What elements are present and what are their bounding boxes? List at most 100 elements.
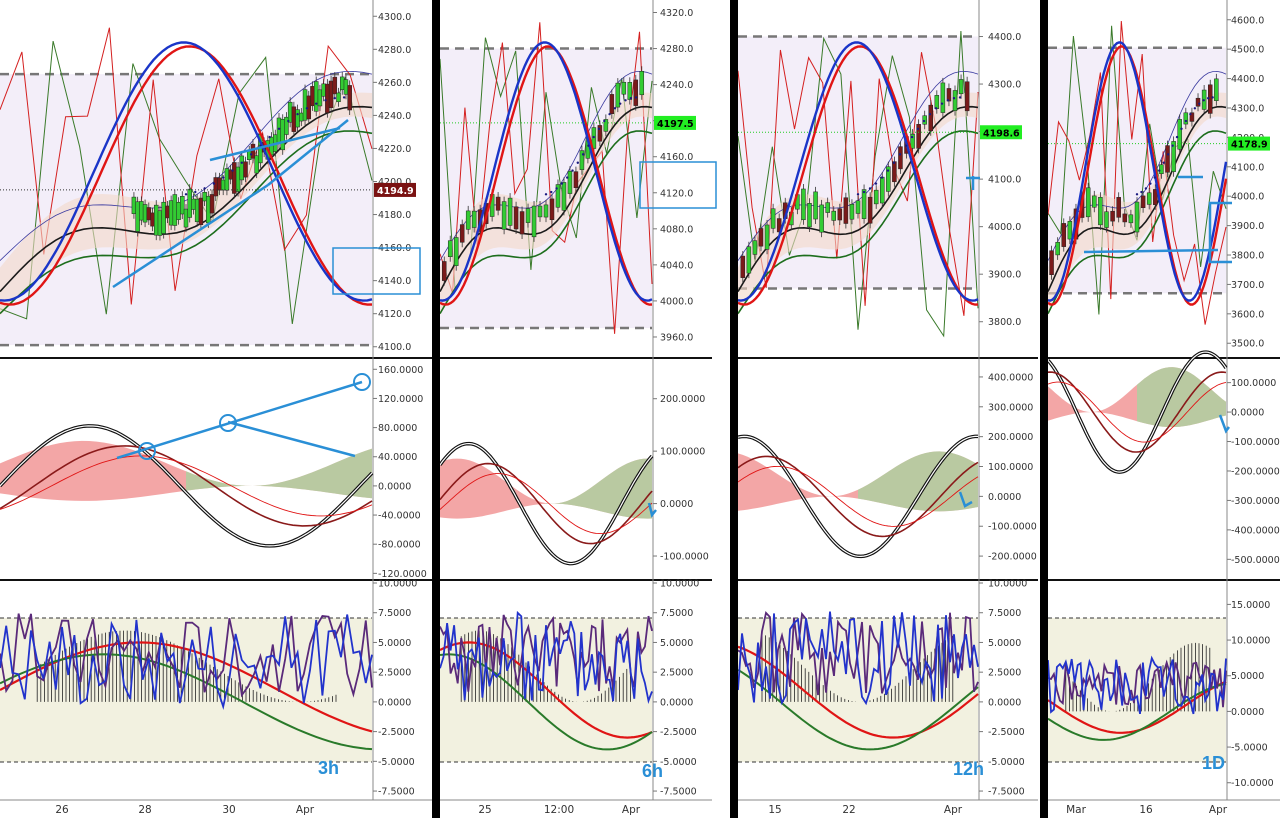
x-axis-label: 15 — [768, 804, 781, 816]
price-axis-label: 3800.0 — [988, 317, 1021, 328]
macd-histogram-green — [186, 448, 372, 499]
psar-dot — [603, 119, 606, 123]
candle-body — [336, 92, 341, 103]
psar-dot — [277, 127, 281, 130]
psar-dot — [287, 119, 290, 123]
panel-3h-svg[interactable]: 4300.0 4280.0 4260.0 4240.0 4220.0 4200.0 4180… — [0, 0, 432, 818]
candle-body — [940, 82, 946, 113]
candle-body — [579, 150, 585, 170]
candle-body — [603, 119, 609, 132]
macd-axis-label: 100.0000 — [988, 462, 1033, 473]
psar-dot — [629, 97, 632, 100]
psar-dot — [315, 102, 318, 105]
candle-body — [867, 196, 873, 224]
psar-dot — [184, 193, 188, 196]
panel-3h: 4300.0 4280.0 4260.0 4240.0 4220.0 4200.0 4180… — [0, 0, 432, 818]
candle-body — [165, 205, 170, 219]
macd-axis-label: -200.0000 — [1231, 466, 1280, 477]
x-axis-label: 25 — [478, 804, 491, 816]
candle-body — [934, 95, 940, 109]
stoch-band — [0, 618, 372, 762]
candle-body — [183, 208, 189, 228]
lower-band-line — [0, 130, 373, 315]
box-annotation — [332, 247, 421, 295]
price-axis-label: 4400.0 — [988, 32, 1021, 43]
candle-body — [135, 201, 140, 232]
psar-dot — [249, 153, 253, 156]
price-axis-label: 4280.0 — [660, 44, 693, 55]
candle-body — [495, 196, 501, 211]
price-axis-label: 3700.0 — [1231, 280, 1264, 291]
current-price-tag-bg — [654, 115, 696, 130]
psar-dot — [1202, 99, 1205, 102]
candle-body — [453, 237, 459, 266]
panel-1d-svg[interactable]: 4600.04500.04400.04300.04200.04100.04000… — [1048, 0, 1280, 818]
candle-body — [627, 82, 633, 100]
price-axis-label: 4300.0 — [988, 80, 1021, 91]
price-axis-label: 3900.0 — [988, 270, 1021, 281]
psar-dot — [613, 107, 617, 110]
candle-body — [459, 224, 465, 243]
stoch-axis-label: 0.0000 — [378, 697, 411, 708]
stoch-axis-label: 2.5000 — [378, 668, 411, 679]
panel-6h-svg[interactable]: 4320.04280.04240.04200.04160.04120.04080… — [440, 0, 730, 818]
trendline-annotation — [209, 126, 341, 162]
candle-body — [280, 119, 285, 151]
candle-body — [764, 224, 770, 250]
candle-body — [964, 81, 970, 112]
candle-body — [1104, 211, 1109, 228]
macd-axis-label: 80.0000 — [378, 423, 417, 434]
current-price-tag-bg — [374, 182, 416, 197]
psar-dot — [194, 190, 197, 194]
x-axis-label: 26 — [55, 804, 69, 816]
candle-body — [1085, 187, 1091, 218]
panel-6h: 4320.04280.04240.04200.04160.04120.04080… — [440, 0, 730, 818]
psar-dot — [587, 144, 590, 147]
price-axis-label: 4200.0 — [378, 177, 411, 188]
macd-axis-label: 300.0000 — [988, 402, 1033, 413]
psar-dot — [1135, 193, 1139, 196]
price-axis-label: 4000.0 — [1231, 192, 1264, 203]
psar-dot — [1189, 112, 1192, 116]
candle-body — [328, 80, 334, 108]
candle-body — [291, 106, 297, 132]
panel-12h-svg[interactable]: 4400.04300.04200.04100.04000.03900.03800… — [738, 0, 1040, 818]
x-axis-label: 12:00 — [544, 804, 574, 816]
psar-dot — [597, 127, 601, 130]
macd-axis-label: -100.0000 — [988, 522, 1037, 533]
x-axis-label: Apr — [944, 804, 963, 816]
stoch-axis-label: 7.5000 — [378, 608, 411, 619]
candle-body — [831, 210, 836, 221]
macd-signal-thin — [738, 465, 979, 527]
psar-dot — [1171, 144, 1174, 147]
stoch-axis-label: 2.5000 — [988, 668, 1021, 679]
price-axis-label: 4400.0 — [1231, 74, 1264, 85]
x-axis-label: Mar — [1066, 804, 1086, 816]
candle-body — [813, 191, 818, 220]
candle-body — [886, 166, 891, 192]
stoch-blue-line — [440, 610, 653, 704]
candle-body — [519, 211, 525, 235]
timeframe-label: 3h — [318, 758, 340, 778]
x-axis-label: Apr — [622, 804, 641, 816]
price-osc-red-line — [0, 45, 373, 306]
price-axis-label: 4000.0 — [988, 222, 1021, 233]
price-axis-label: 4240.0 — [378, 111, 411, 122]
candle-body — [843, 197, 849, 224]
macd-axis-label: 40.0000 — [378, 452, 417, 463]
psar-dot — [333, 97, 336, 100]
psar-dot — [874, 182, 878, 185]
candle-body — [1122, 213, 1128, 223]
psar-dot — [922, 119, 926, 123]
psar-dot — [566, 176, 569, 179]
price-osc-red-line — [738, 45, 979, 306]
upper-band-line — [0, 70, 373, 261]
psar-dot — [576, 161, 579, 164]
stoch-axis-label: 0.0000 — [660, 697, 693, 708]
circle-annotation — [353, 373, 371, 391]
green-zigzag-line — [0, 40, 373, 324]
candle-body — [639, 71, 645, 96]
psar-dot — [916, 127, 920, 130]
candle-body — [746, 246, 752, 274]
